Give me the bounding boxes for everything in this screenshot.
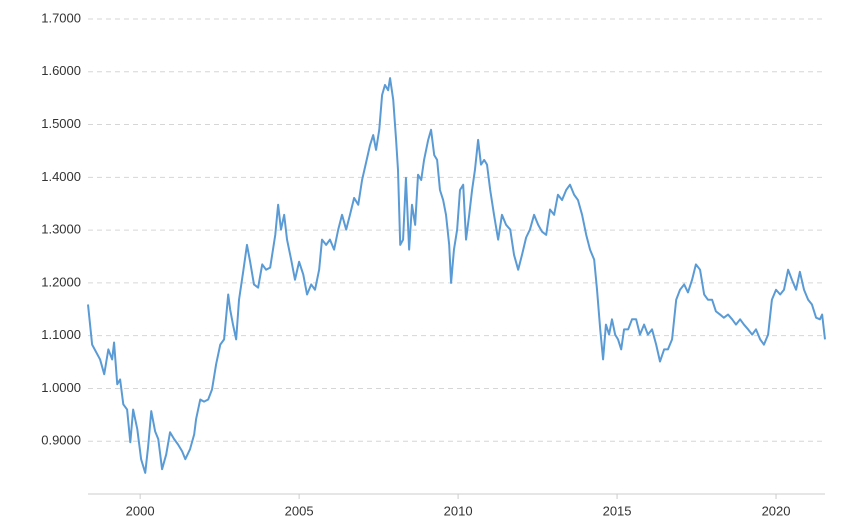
y-tick-label: 1.5000 xyxy=(41,116,81,131)
y-tick-label: 1.2000 xyxy=(41,274,81,289)
x-tick-label: 2020 xyxy=(762,503,791,518)
x-tick-label: 2015 xyxy=(603,503,632,518)
y-tick-label: 1.0000 xyxy=(41,380,81,395)
x-tick-label: 2010 xyxy=(444,503,473,518)
y-tick-label: 0.9000 xyxy=(41,433,81,448)
x-tick-label: 2005 xyxy=(285,503,314,518)
y-tick-label: 1.1000 xyxy=(41,327,81,342)
price-line xyxy=(87,77,826,474)
y-tick-label: 1.4000 xyxy=(41,169,81,184)
y-tick-label: 1.6000 xyxy=(41,63,81,78)
y-tick-label: 1.7000 xyxy=(41,10,81,25)
y-tick-label: 1.3000 xyxy=(41,222,81,237)
x-tick-label: 2000 xyxy=(126,503,155,518)
